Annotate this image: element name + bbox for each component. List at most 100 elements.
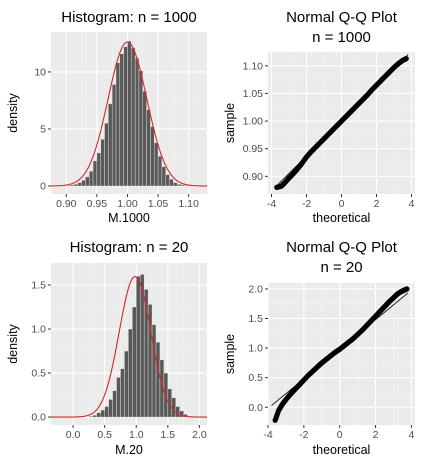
histogram-bar (161, 166, 166, 187)
chart-title: n = 20 (320, 259, 362, 276)
histogram-bar (138, 70, 143, 187)
histogram-bar (92, 415, 97, 418)
histogram-bar (180, 184, 186, 187)
qq-point (403, 56, 409, 62)
chart-title: n = 1000 (312, 29, 371, 46)
histogram-bar (120, 368, 125, 418)
tick-label-y: 1.0 (248, 343, 263, 355)
tick-label-x: 4 (409, 198, 415, 210)
tick-label-y: 1.10 (243, 60, 264, 72)
histogram-bar (128, 328, 133, 418)
tick-label-y: 0.0 (248, 402, 263, 414)
density-curve (51, 41, 207, 187)
histogram-bar (108, 103, 113, 187)
tick-label-x: -4 (267, 198, 276, 210)
tick-label-y: 1.5 (31, 280, 46, 292)
tick-label-y: 0.95 (243, 143, 264, 155)
histogram-bar (131, 47, 136, 187)
histogram-bar (119, 53, 124, 187)
tick-label-x: -4 (263, 429, 272, 441)
panel-2: -4 -2 0 2 4 0.90 0.95 1.00 1.05 1.10 Normal Q-Q Pl… (223, 9, 415, 225)
tick-label-y: 1.05 (243, 88, 264, 100)
chart-title: Normal Q-Q Plot (286, 9, 398, 26)
histogram-bar (132, 306, 137, 418)
histogram-bar (92, 160, 98, 187)
tick-label-x: 0 (337, 429, 343, 441)
histogram-bar (116, 377, 121, 418)
histogram-bar (136, 276, 141, 418)
histogram-bar (171, 397, 176, 418)
x-axis-label: theoretical (313, 443, 371, 457)
y-axis-label: density (6, 92, 20, 132)
tick-label-x: 0.5 (97, 429, 112, 441)
y-axis-label: sample (223, 103, 237, 143)
histogram-bar (88, 415, 94, 418)
tick-label-x: 1.0 (129, 429, 144, 441)
histogram-bar (104, 123, 109, 187)
tick-label-y: 5 (40, 123, 46, 135)
histogram-bar (176, 184, 182, 187)
histogram-bar (81, 180, 86, 187)
histogram-bar (151, 324, 157, 418)
plot-background (268, 283, 415, 425)
tick-label-x: 0.90 (56, 198, 77, 210)
histogram-bar (173, 182, 178, 187)
histogram-bar (123, 46, 128, 187)
chart-title: Histogram: n = 20 (70, 239, 189, 256)
histogram-bar (146, 109, 151, 187)
tick-label-x: 1.00 (117, 198, 138, 210)
tick-label-x: 2 (373, 429, 379, 441)
histogram-bar (89, 170, 94, 187)
histogram-bar (165, 174, 170, 187)
tick-label-x: 2 (374, 198, 380, 210)
tick-label-x: 2.0 (192, 429, 207, 441)
tick-label-y: 1.5 (248, 313, 263, 325)
chart-title: Histogram: n = 1000 (61, 9, 197, 26)
tick-label-x: 0 (339, 198, 345, 210)
x-axis-label: theoretical (313, 211, 371, 225)
tick-label-y: 0.90 (243, 171, 264, 183)
tick-label-x: 1.10 (178, 198, 199, 210)
x-axis-label: M.20 (115, 443, 143, 457)
histogram-bar (96, 412, 101, 418)
tick-label-x: 1.05 (148, 198, 169, 210)
histogram-bar (108, 399, 113, 418)
panel-4: -4 -2 0 2 4 0.0 0.5 1.0 1.5 2.0 Normal Q-Q Plot n =… (223, 239, 415, 457)
tick-label-y: 10 (34, 66, 46, 78)
histogram-bar (100, 139, 105, 187)
tick-label-y: 0 (40, 181, 46, 193)
tick-label-x: 0.95 (87, 198, 108, 210)
histogram-bar (104, 406, 109, 418)
tick-label-x: -2 (302, 198, 311, 210)
histogram-bar (175, 406, 180, 418)
chart-title: Normal Q-Q Plot (286, 239, 398, 256)
histogram-bar (112, 390, 117, 418)
tick-label-y: 1.00 (243, 116, 264, 128)
density-curve (51, 276, 207, 418)
histogram-bar (150, 126, 155, 187)
histogram-bar (69, 184, 75, 187)
histogram-bar (124, 350, 129, 418)
histogram-bar (66, 185, 71, 187)
histogram-bar (169, 178, 174, 187)
histogram-bar (154, 142, 159, 187)
tick-label-x: 1.5 (161, 429, 176, 441)
histogram-bar (134, 58, 140, 187)
panel-1: 0.90 0.95 1.00 1.05 1.10 0 5 10 Histogram: n = 1… (6, 9, 207, 225)
tick-label-x: 4 (408, 429, 414, 441)
histogram-bar (115, 62, 121, 187)
histogram-bar (157, 156, 163, 187)
y-axis-label: density (6, 323, 20, 363)
histogram-bar (77, 182, 82, 187)
panel-3: 0.0 0.5 1.0 1.5 2.0 0.0 0.5 1.0 1.5 Histogram: n … (6, 239, 207, 457)
tick-label-y: 2.0 (248, 283, 263, 295)
histogram-bar (184, 185, 189, 187)
tick-label-y: 0.5 (248, 372, 263, 384)
tick-label-y: 0.0 (31, 412, 46, 424)
tick-label-y: 1.0 (31, 324, 46, 336)
histogram-bar (142, 91, 147, 187)
histogram-bar (155, 342, 161, 418)
histogram-bar (111, 84, 117, 187)
histogram-bar (73, 184, 78, 187)
